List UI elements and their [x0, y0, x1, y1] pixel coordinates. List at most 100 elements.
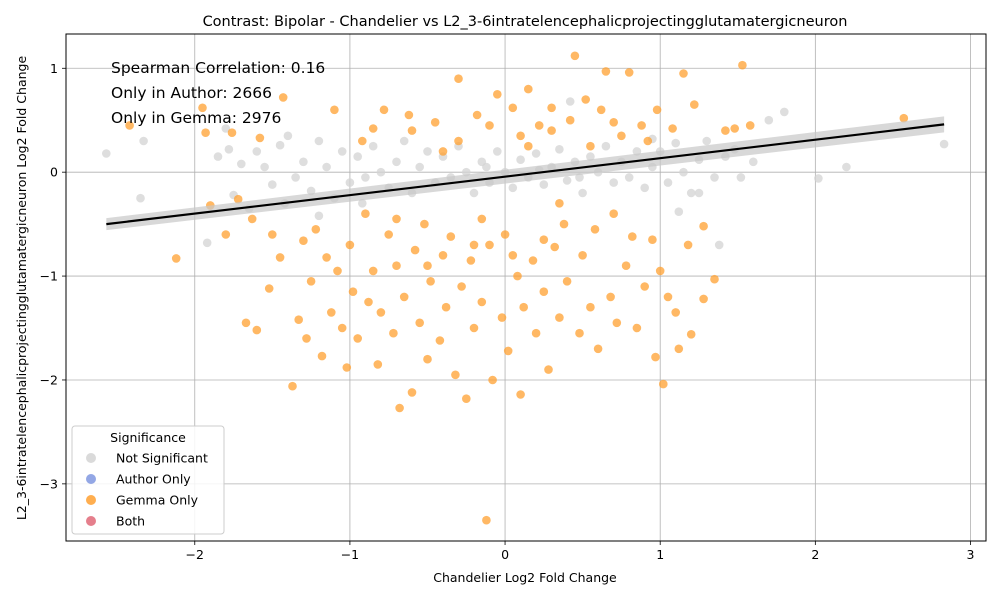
gemma-only-point: [358, 136, 367, 146]
gemma-only-point: [446, 232, 456, 241]
gemma-only-point: [562, 277, 572, 286]
gemma-only-point: [524, 141, 533, 151]
not-significant-point: [337, 147, 347, 156]
y-tick-label: 0: [50, 165, 58, 180]
regression: [106, 116, 945, 231]
not-significant-point: [291, 173, 300, 182]
gemma-only-point: [586, 141, 595, 151]
gemma-only-point: [648, 235, 657, 244]
gemma-only-point: [399, 292, 409, 302]
gemma-only-point: [547, 126, 556, 135]
y-tick-label: 1: [50, 61, 58, 76]
gemma-only-point: [659, 379, 668, 389]
not-significant-point: [764, 115, 774, 125]
x-tick-label: −1: [341, 547, 359, 562]
gemma-only-point: [738, 60, 747, 70]
not-significant-point: [322, 162, 331, 172]
not-significant-point: [679, 167, 688, 177]
gemma-only-point: [368, 124, 378, 133]
gemma-only-point: [606, 292, 615, 302]
not-significant-point: [268, 180, 277, 189]
gemma-only-point: [513, 271, 522, 281]
not-significant-point: [555, 145, 564, 154]
legend: Significance Not Significant Author Only…: [71, 425, 225, 535]
not-significant-point: [780, 107, 789, 117]
gemma-only-point: [477, 214, 487, 224]
not-significant-point: [686, 188, 696, 198]
not-significant-point: [415, 162, 425, 172]
gemma-only-point: [686, 330, 696, 339]
gemma-only-point: [322, 253, 331, 262]
not-significant-point: [814, 174, 823, 183]
gemma-only-point: [438, 147, 448, 156]
gemma-only-point: [337, 323, 347, 333]
gemma-only-point: [404, 110, 414, 120]
not-significant-point: [575, 173, 584, 182]
gemma-only-point: [544, 365, 553, 374]
gemma-only-point: [578, 251, 587, 260]
gemma-only-point: [373, 360, 383, 369]
gemma-only-point: [500, 230, 510, 239]
gemma-only-point: [679, 69, 688, 78]
y-tick-label: −1: [40, 269, 58, 284]
legend-marker-both: [86, 516, 96, 526]
x-tick-label: 3: [967, 547, 975, 562]
gemma-only-point: [528, 256, 538, 265]
gemma-only-point: [264, 284, 274, 293]
gemma-only-point: [392, 214, 401, 224]
not-significant-point: [586, 152, 595, 161]
gemma-only-point: [581, 95, 590, 104]
gemma-only-point: [524, 84, 533, 94]
gemma-only-point: [407, 388, 417, 397]
gemma-only-point: [601, 67, 611, 76]
gemma-only-point: [539, 287, 549, 297]
gemma-only-point: [368, 266, 378, 276]
not-significant-point: [213, 152, 223, 161]
x-tick-label: 0: [501, 547, 509, 562]
gemma-only-point: [430, 118, 440, 127]
gemma-only-point: [663, 292, 673, 302]
gemma-only-point: [438, 251, 448, 260]
gemma-only-point: [420, 219, 429, 229]
y-axis-label: L2_3-6intratelencephalicprojectingglutam…: [14, 56, 29, 521]
gemma-only-point: [596, 105, 606, 115]
y-tick-label: −2: [40, 372, 58, 387]
gemma-only-point: [268, 230, 277, 239]
gemma-only-point: [710, 274, 719, 284]
gemma-only-point: [547, 103, 556, 113]
gemma-only-point: [699, 221, 708, 231]
gemma-only-point: [241, 318, 251, 328]
gemma-only-point: [586, 302, 595, 312]
gemma-only-point: [311, 225, 321, 234]
not-significant-point: [314, 136, 324, 146]
not-significant-point: [361, 173, 370, 182]
not-significant-point: [710, 173, 719, 182]
gemma-only-point: [555, 313, 564, 322]
not-significant-point: [237, 159, 246, 169]
gemma-only-point: [255, 133, 265, 143]
not-significant-point: [252, 147, 262, 156]
gemma-only-point: [565, 115, 575, 125]
gemma-only-point: [612, 318, 622, 328]
gemma-only-point: [451, 370, 460, 380]
gemma-only-point: [621, 261, 631, 271]
not-significant-point: [314, 211, 324, 221]
gemma-only-point: [299, 236, 308, 245]
gemma-only-point: [508, 251, 518, 260]
gemma-only-point: [485, 121, 494, 130]
gemma-only-point: [482, 515, 491, 525]
gemma-only-point: [516, 131, 525, 141]
not-significant-point: [714, 240, 724, 250]
not-significant-point: [358, 199, 367, 208]
gemma-only-point: [485, 240, 494, 250]
not-significant-point: [283, 131, 293, 141]
gemma-only-points: [125, 51, 909, 525]
gemma-only-point: [278, 93, 288, 102]
legend-label-gemma-only: Gemma Only: [116, 493, 199, 508]
gemma-only-point: [466, 256, 476, 265]
gemma-only-point: [609, 118, 618, 127]
gemma-only-point: [516, 390, 525, 399]
gemma-only-point: [233, 194, 243, 204]
not-significant-point: [565, 97, 575, 106]
